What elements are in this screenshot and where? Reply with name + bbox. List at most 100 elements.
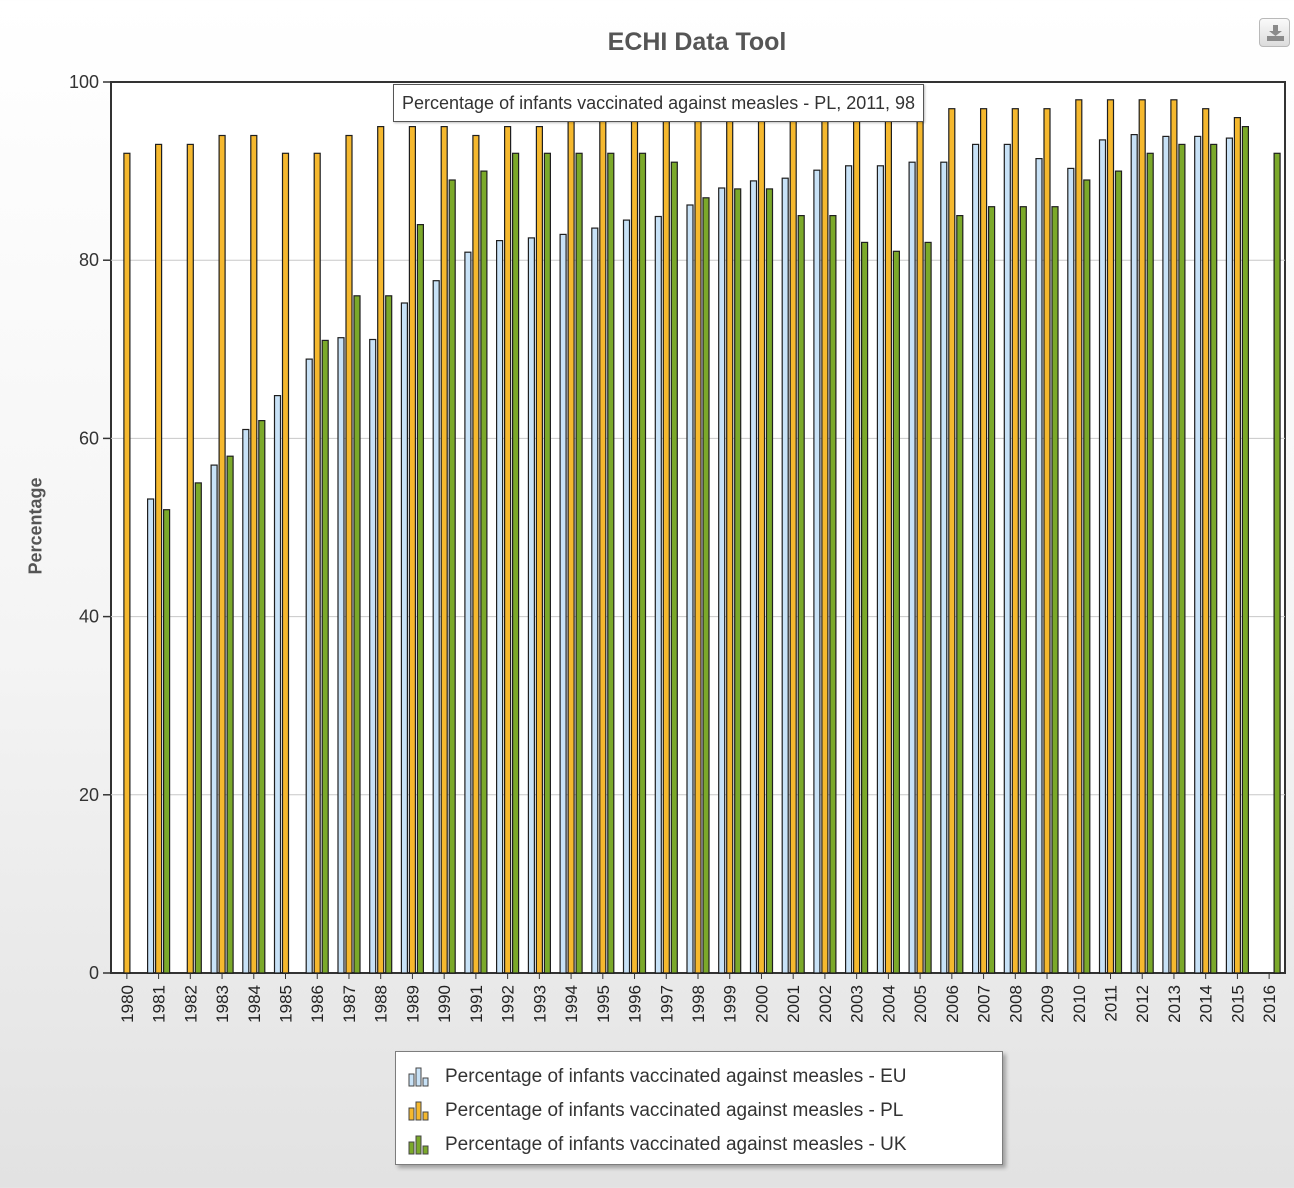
bar-pl-1994[interactable]: [567, 116, 575, 974]
bar-uk-1998[interactable]: [702, 197, 710, 974]
bar-pl-1991[interactable]: [472, 134, 480, 974]
bar-uk-2010[interactable]: [1083, 179, 1091, 974]
bar-pl-2008[interactable]: [1011, 108, 1019, 974]
bar-eu-1994[interactable]: [559, 233, 567, 974]
bar-pl-1985[interactable]: [281, 152, 290, 974]
bar-eu-1984[interactable]: [242, 428, 250, 974]
bar-pl-1988[interactable]: [377, 125, 385, 974]
bar-uk-1987[interactable]: [353, 295, 361, 974]
bar-uk-2009[interactable]: [1051, 206, 1059, 974]
bar-eu-1989[interactable]: [400, 302, 408, 974]
bar-eu-1987[interactable]: [337, 337, 345, 974]
bar-uk-2005[interactable]: [924, 241, 932, 974]
bar-uk-2004[interactable]: [892, 250, 901, 974]
bar-eu-1981[interactable]: [147, 498, 155, 974]
export-button[interactable]: [1259, 18, 1290, 47]
bar-pl-2004[interactable]: [884, 108, 893, 974]
bar-uk-2013[interactable]: [1178, 143, 1186, 974]
bar-uk-2001[interactable]: [797, 215, 805, 974]
bar-eu-1997[interactable]: [654, 215, 662, 974]
bar-pl-1981[interactable]: [155, 143, 163, 974]
bar-eu-2002[interactable]: [813, 169, 821, 974]
bar-eu-2008[interactable]: [1003, 143, 1011, 974]
bar-uk-2002[interactable]: [829, 215, 837, 974]
bar-eu-2004[interactable]: [876, 165, 885, 974]
bar-pl-1980[interactable]: [123, 152, 131, 974]
bar-eu-1992[interactable]: [496, 240, 504, 974]
bar-uk-2008[interactable]: [1019, 206, 1027, 974]
bar-pl-2002[interactable]: [821, 108, 829, 974]
bar-uk-2006[interactable]: [956, 215, 964, 974]
bar-pl-1998[interactable]: [694, 108, 702, 974]
bar-uk-1991[interactable]: [480, 170, 488, 974]
bar-uk-1999[interactable]: [734, 188, 742, 974]
bar-pl-2012[interactable]: [1138, 99, 1146, 974]
bar-uk-2016[interactable]: [1273, 152, 1281, 974]
bar-pl-2011[interactable]: [1106, 99, 1115, 974]
bar-eu-2009[interactable]: [1035, 158, 1043, 974]
bar-eu-1988[interactable]: [369, 338, 377, 974]
bar-pl-1992[interactable]: [504, 125, 512, 974]
legend-item-eu[interactable]: Percentage of infants vaccinated against…: [396, 1060, 1002, 1094]
bar-eu-2014[interactable]: [1194, 135, 1202, 974]
bar-eu-2013[interactable]: [1162, 135, 1170, 974]
bar-uk-1984[interactable]: [258, 420, 266, 974]
bar-uk-1988[interactable]: [385, 295, 393, 974]
legend-item-uk[interactable]: Percentage of infants vaccinated against…: [396, 1128, 1002, 1162]
bar-uk-1982[interactable]: [194, 482, 202, 974]
bar-pl-2005[interactable]: [916, 108, 924, 974]
bar-pl-2006[interactable]: [948, 108, 956, 974]
bar-uk-2015[interactable]: [1241, 125, 1250, 974]
bar-pl-2003[interactable]: [852, 108, 861, 974]
bar-eu-2010[interactable]: [1067, 167, 1075, 974]
bar-eu-1998[interactable]: [686, 204, 694, 974]
bar-eu-1990[interactable]: [432, 280, 440, 974]
bar-pl-1986[interactable]: [313, 152, 321, 974]
bar-eu-2011[interactable]: [1098, 139, 1107, 974]
bar-eu-1991[interactable]: [464, 251, 472, 974]
bar-pl-2010[interactable]: [1075, 99, 1083, 974]
bar-eu-1995[interactable]: [591, 227, 599, 974]
bar-uk-2014[interactable]: [1210, 143, 1218, 974]
bar-pl-1997[interactable]: [662, 108, 670, 974]
bar-uk-2007[interactable]: [987, 206, 996, 974]
bar-pl-2013[interactable]: [1170, 99, 1178, 974]
bar-pl-2009[interactable]: [1043, 108, 1051, 974]
legend-item-pl[interactable]: Percentage of infants vaccinated against…: [396, 1094, 1002, 1128]
bar-pl-1984[interactable]: [250, 134, 258, 974]
bar-pl-2014[interactable]: [1202, 108, 1210, 974]
bar-eu-1985[interactable]: [273, 395, 282, 974]
bar-uk-2000[interactable]: [765, 188, 774, 974]
bar-uk-1993[interactable]: [543, 152, 552, 974]
bar-uk-2003[interactable]: [860, 241, 869, 974]
bar-pl-1995[interactable]: [599, 116, 607, 974]
bar-eu-2001[interactable]: [781, 177, 789, 974]
bar-pl-1989[interactable]: [408, 125, 416, 974]
bar-eu-1986[interactable]: [305, 358, 313, 974]
bar-eu-2015[interactable]: [1225, 137, 1234, 974]
bar-uk-2012[interactable]: [1146, 152, 1154, 974]
bar-uk-1994[interactable]: [575, 152, 583, 974]
bar-uk-2011[interactable]: [1114, 170, 1123, 974]
bar-eu-1996[interactable]: [622, 219, 631, 974]
bar-eu-2000[interactable]: [749, 180, 758, 974]
bar-eu-2012[interactable]: [1130, 134, 1138, 974]
bar-pl-1982[interactable]: [186, 143, 194, 974]
bar-pl-1987[interactable]: [345, 134, 353, 974]
bar-eu-2007[interactable]: [971, 143, 980, 974]
bar-uk-1990[interactable]: [448, 179, 456, 974]
bar-pl-1983[interactable]: [218, 134, 226, 974]
bar-pl-1999[interactable]: [726, 108, 734, 974]
bar-uk-1996[interactable]: [638, 152, 647, 974]
bar-eu-2006[interactable]: [940, 161, 948, 974]
bar-eu-1999[interactable]: [718, 187, 726, 974]
bar-pl-1990[interactable]: [440, 125, 448, 974]
bar-uk-1995[interactable]: [607, 152, 615, 974]
bar-uk-1992[interactable]: [511, 152, 520, 974]
bar-uk-1983[interactable]: [226, 455, 234, 974]
bar-uk-1981[interactable]: [163, 509, 171, 974]
bar-pl-2015[interactable]: [1233, 116, 1242, 974]
bar-uk-1989[interactable]: [416, 224, 424, 974]
bar-uk-1986[interactable]: [321, 339, 329, 974]
bar-eu-1983[interactable]: [210, 464, 218, 974]
